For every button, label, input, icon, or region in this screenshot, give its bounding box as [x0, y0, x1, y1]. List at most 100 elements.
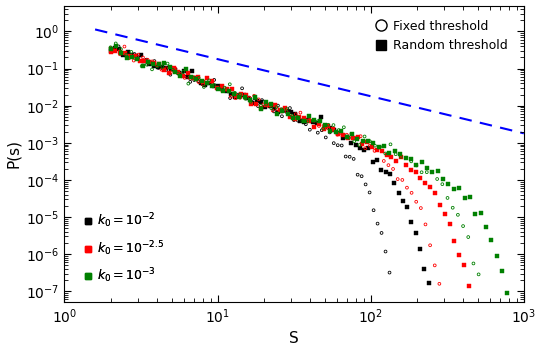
- Point: [234, 92, 242, 98]
- Point: [298, 118, 307, 124]
- Point: [281, 105, 289, 111]
- Point: [268, 108, 277, 113]
- Point: [127, 49, 136, 55]
- Point: [266, 102, 274, 107]
- Point: [398, 198, 407, 204]
- Point: [112, 40, 120, 46]
- Point: [278, 113, 286, 119]
- Point: [288, 113, 296, 119]
- Point: [184, 74, 192, 80]
- Point: [333, 143, 342, 148]
- Point: [115, 46, 124, 51]
- Point: [130, 51, 139, 57]
- Point: [117, 50, 126, 56]
- Point: [132, 53, 141, 58]
- Point: [382, 169, 390, 175]
- Point: [131, 53, 139, 58]
- Point: [377, 148, 386, 153]
- Point: [192, 75, 201, 81]
- Point: [341, 154, 350, 159]
- Point: [314, 122, 323, 127]
- Point: [321, 122, 330, 127]
- Point: [154, 61, 163, 67]
- Point: [369, 159, 377, 164]
- Point: [269, 105, 278, 111]
- Point: [173, 71, 182, 76]
- Point: [231, 95, 240, 101]
- Point: [387, 154, 396, 160]
- Point: [128, 52, 137, 58]
- Point: [267, 105, 275, 111]
- Point: [412, 163, 421, 168]
- Point: [344, 135, 352, 141]
- Point: [215, 86, 224, 92]
- Point: [381, 151, 390, 156]
- Point: [402, 155, 410, 161]
- Point: [137, 63, 146, 69]
- Point: [407, 190, 416, 196]
- Point: [286, 114, 294, 120]
- Point: [241, 96, 250, 101]
- Point: [218, 85, 227, 90]
- Point: [412, 162, 421, 168]
- Point: [152, 62, 161, 68]
- Point: [423, 165, 431, 171]
- Point: [256, 105, 265, 111]
- Point: [329, 126, 338, 132]
- Point: [459, 223, 467, 229]
- Point: [171, 67, 179, 73]
- Point: [111, 45, 119, 51]
- Point: [208, 82, 217, 87]
- Point: [184, 81, 192, 87]
- Point: [219, 88, 228, 93]
- Point: [193, 74, 202, 80]
- Point: [153, 63, 162, 69]
- Point: [407, 158, 416, 164]
- Point: [247, 101, 255, 106]
- Point: [222, 88, 231, 94]
- Point: [214, 83, 222, 88]
- Point: [158, 64, 166, 70]
- Point: [192, 77, 201, 82]
- Point: [194, 79, 203, 85]
- Point: [231, 90, 240, 96]
- Point: [362, 182, 370, 187]
- Point: [363, 139, 372, 145]
- Point: [130, 58, 138, 63]
- Point: [262, 99, 270, 105]
- Point: [250, 93, 259, 99]
- Point: [106, 49, 115, 55]
- Point: [448, 205, 457, 210]
- Point: [208, 78, 217, 84]
- Point: [120, 44, 129, 49]
- Point: [439, 176, 448, 182]
- Point: [274, 109, 282, 115]
- Point: [428, 169, 436, 175]
- Point: [237, 91, 246, 97]
- Point: [337, 128, 346, 134]
- Point: [318, 127, 326, 133]
- Point: [162, 65, 171, 71]
- Point: [332, 129, 340, 134]
- Point: [294, 115, 302, 121]
- Point: [180, 75, 189, 81]
- Point: [133, 56, 141, 62]
- Point: [296, 110, 305, 115]
- Point: [291, 117, 299, 122]
- Point: [153, 65, 162, 70]
- Point: [347, 131, 356, 137]
- Point: [114, 44, 123, 49]
- Point: [449, 186, 458, 191]
- Point: [145, 61, 153, 67]
- Point: [236, 95, 244, 101]
- Point: [403, 185, 411, 190]
- Point: [267, 101, 276, 107]
- Point: [143, 62, 151, 68]
- Point: [406, 168, 415, 173]
- Point: [385, 150, 394, 156]
- Point: [445, 221, 454, 227]
- Point: [179, 69, 188, 75]
- Point: [304, 117, 313, 123]
- Point: [116, 49, 125, 55]
- Point: [115, 51, 124, 57]
